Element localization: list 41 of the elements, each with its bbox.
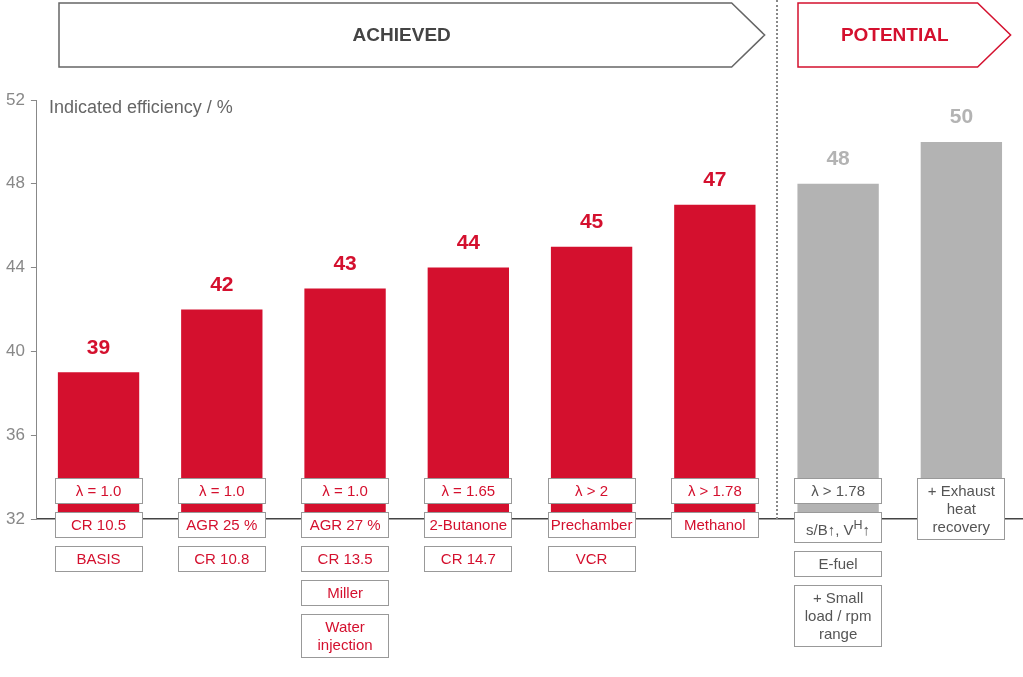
data-label: 42 [210,271,234,295]
data-label: 48 [826,146,851,170]
text-box: CR 10.8 [177,546,266,572]
text-box: Prechamber [547,512,636,538]
text-box: λ = 1.0 [301,478,390,504]
text-box: λ = 1.0 [177,478,266,504]
text-box: s/B↑, V$^{H}$↑ [794,512,883,543]
text-box: Methanol [670,512,759,538]
data-label: 47 [703,167,727,191]
y-tick-label: 32 [5,508,25,528]
text-box: AGR 25 % [177,512,266,538]
text-box: BASIS [54,546,143,572]
data-label: 43 [333,250,357,274]
text-box: CR 10.5 [54,512,143,538]
y-tick-label: 36 [5,424,25,444]
text-box: + Exhaust heat recovery [917,478,1006,540]
text-box: λ = 1.0 [54,478,143,504]
text-box: λ > 1.78 [794,478,883,504]
text-box: 2-Butanone [424,512,513,538]
data-label: 45 [579,208,604,232]
text-box: λ = 1.65 [424,478,513,504]
text: ACHIEVED [351,24,452,46]
y-tick-label: 52 [5,89,25,109]
text-box: λ > 1.78 [670,478,759,504]
text-box: λ > 2 [547,478,636,504]
y-tick-label: 40 [5,341,25,361]
text-box: VCR [547,546,636,572]
y-tick-label: 48 [5,173,25,193]
data-label: 39 [86,334,111,358]
y-tick-label: 44 [5,257,25,277]
data-label: 50 [949,104,974,128]
text-box: CR 14.7 [424,546,513,572]
text-box: CR 13.5 [301,546,390,572]
data-label: 44 [456,229,481,253]
text-box: + Small load / rpm range [794,585,883,647]
y-axis-title: Indicated efficiency / % [48,96,233,117]
text-box: E-fuel [794,551,883,577]
text: POTENTIAL [839,24,950,46]
text-box: Miller [301,580,390,606]
text-box: Water injection [301,614,390,658]
text-box: AGR 27 % [301,512,390,538]
